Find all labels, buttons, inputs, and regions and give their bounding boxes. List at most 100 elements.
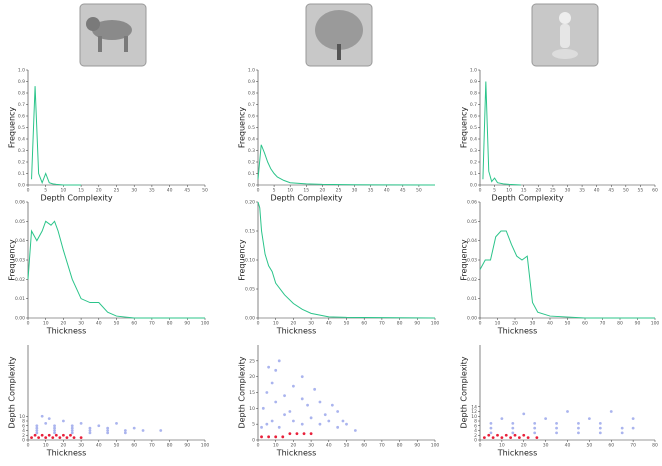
x-tick-label: 55 [638, 188, 644, 194]
x-tick-label: 45 [184, 188, 190, 194]
point [292, 420, 295, 423]
x-tick-label: 30 [131, 188, 137, 194]
x-tick-label: 100 [201, 321, 210, 327]
y-tick-label: 0.3 [470, 148, 477, 154]
x-tick-label: 30 [352, 188, 358, 194]
y-tick-label: 25 [249, 358, 255, 364]
point [522, 412, 525, 415]
point [278, 426, 281, 429]
point [69, 434, 72, 437]
y-tick-label: 5 [252, 422, 255, 428]
point [41, 434, 44, 437]
x-axis-label: Thickness [497, 449, 538, 458]
x-tick-label: 35 [368, 188, 374, 194]
x-axis-label: Depth Complexity [491, 194, 563, 203]
point [336, 410, 339, 413]
x-tick-label: 70 [630, 443, 636, 449]
y-tick-label: 0.1 [18, 171, 25, 177]
x-tick-label: 0 [479, 188, 482, 194]
x-tick-label: 0 [479, 443, 482, 449]
y-axis-label: Frequency [238, 107, 247, 149]
x-tick-label: 40 [547, 321, 553, 327]
point [319, 423, 322, 426]
x-tick-label: 100 [431, 321, 440, 327]
y-tick-label: 0.0 [18, 183, 25, 189]
point [518, 436, 521, 439]
point [527, 436, 530, 439]
point [51, 436, 54, 439]
y-tick-label: 0.9 [470, 79, 477, 85]
point [621, 431, 624, 434]
x-tick-label: 40 [96, 443, 102, 449]
point [566, 410, 569, 413]
y-tick-label: 0.2 [470, 160, 477, 166]
point [577, 431, 580, 434]
point [577, 427, 580, 430]
y-tick-label: 0.20 [245, 200, 255, 206]
y-tick-label: 0.0 [470, 183, 477, 189]
x-tick-label: 50 [416, 188, 422, 194]
point [124, 429, 127, 432]
point [97, 424, 100, 427]
x-tick-label: 80 [652, 443, 658, 449]
point [514, 434, 517, 437]
point [260, 435, 263, 438]
point [283, 394, 286, 397]
point [34, 434, 37, 437]
x-axis-label: Thickness [276, 449, 317, 458]
y-tick-label: 14 [471, 404, 477, 410]
point [490, 431, 493, 434]
x-tick-label: 60 [361, 443, 367, 449]
point [487, 434, 490, 437]
x-tick-label: 90 [414, 443, 420, 449]
point [288, 432, 291, 435]
x-tick-label: 70 [600, 321, 606, 327]
point [632, 427, 635, 430]
point [80, 436, 83, 439]
point [313, 388, 316, 391]
point [292, 385, 295, 388]
point [278, 359, 281, 362]
line [28, 221, 205, 318]
point [306, 404, 309, 407]
point [301, 423, 304, 426]
point [271, 420, 274, 423]
y-tick-label: 0.5 [470, 125, 477, 131]
x-tick-label: 0 [27, 188, 30, 194]
thumbnail [532, 4, 598, 66]
figure: 051015202530354045500.00.10.20.30.40.50.… [0, 0, 662, 466]
line [258, 145, 435, 185]
point [588, 417, 591, 420]
point [265, 423, 268, 426]
point [265, 391, 268, 394]
point [632, 417, 635, 420]
y-tick-label: 0.05 [245, 287, 255, 293]
x-axis-label: Thickness [276, 327, 317, 336]
y-tick-label: 0.01 [467, 296, 477, 302]
y-tick-label: 0.6 [18, 114, 25, 120]
y-tick-label: 10 [249, 406, 255, 412]
y-axis-label: Depth Complexity [460, 356, 469, 428]
point [44, 422, 47, 425]
point [533, 427, 536, 430]
x-tick-label: 40 [594, 188, 600, 194]
y-tick-label: 0.3 [18, 148, 25, 154]
point [58, 436, 61, 439]
point [281, 435, 284, 438]
point [142, 429, 145, 432]
y-tick-label: 0 [252, 438, 255, 444]
y-tick-label: 0.9 [18, 79, 25, 85]
point [44, 436, 47, 439]
x-tick-label: 90 [184, 321, 190, 327]
x-axis-label: Thickness [46, 449, 87, 458]
y-tick-label: 0.2 [18, 160, 25, 166]
y-tick-label: 0.8 [248, 91, 255, 97]
y-tick-label: 10 [19, 414, 25, 420]
point [492, 436, 495, 439]
x-axis-label: Thickness [46, 327, 87, 336]
x-tick-label: 35 [149, 188, 155, 194]
y-axis-label: Frequency [8, 107, 17, 149]
point [288, 410, 291, 413]
x-tick-label: 40 [326, 321, 332, 327]
y-tick-label: 0.5 [18, 125, 25, 131]
